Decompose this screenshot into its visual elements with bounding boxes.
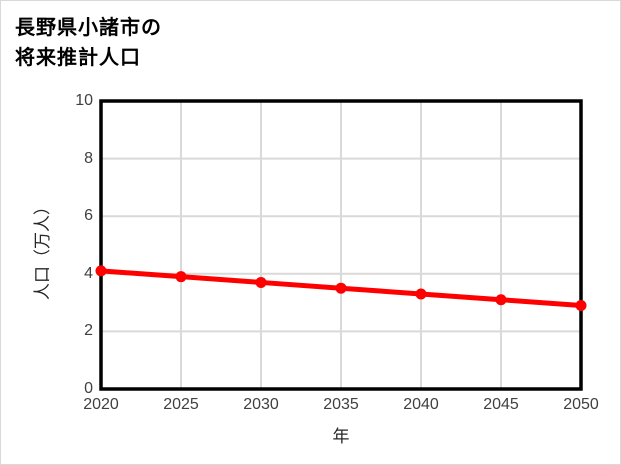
data-point-marker (255, 276, 267, 288)
y-axis-title: 人口（万人） (33, 198, 52, 300)
chart-title: 長野県小諸市の 将来推計人口 (15, 13, 162, 73)
x-tick-label: 2045 (483, 396, 519, 413)
x-tick-label: 2035 (323, 396, 359, 413)
y-tick-label: 4 (84, 264, 93, 282)
plot-area (95, 99, 587, 391)
x-axis-title: 年 (332, 427, 350, 446)
y-tick-label: 2 (84, 322, 93, 340)
x-tick-label: 2020 (83, 396, 119, 413)
x-tick-label: 2050 (563, 396, 599, 413)
data-point-marker (495, 294, 507, 306)
chart-title-line1: 長野県小諸市の (15, 17, 162, 39)
data-point-marker (175, 271, 187, 283)
x-tick-label: 2030 (243, 396, 279, 413)
y-tick-label: 10 (75, 92, 93, 109)
plot-border (99, 99, 583, 391)
chart-title-line2: 将来推計人口 (15, 47, 141, 69)
data-point-marker (575, 299, 587, 311)
data-point-marker (415, 288, 427, 300)
data-point-marker (335, 282, 347, 294)
y-tick-label: 8 (84, 149, 93, 167)
data-point-marker (95, 265, 107, 277)
x-tick-label: 2040 (403, 396, 439, 413)
y-tick-label: 6 (84, 207, 93, 225)
y-tick-label: 0 (84, 380, 93, 397)
x-tick-label: 2025 (163, 396, 199, 413)
